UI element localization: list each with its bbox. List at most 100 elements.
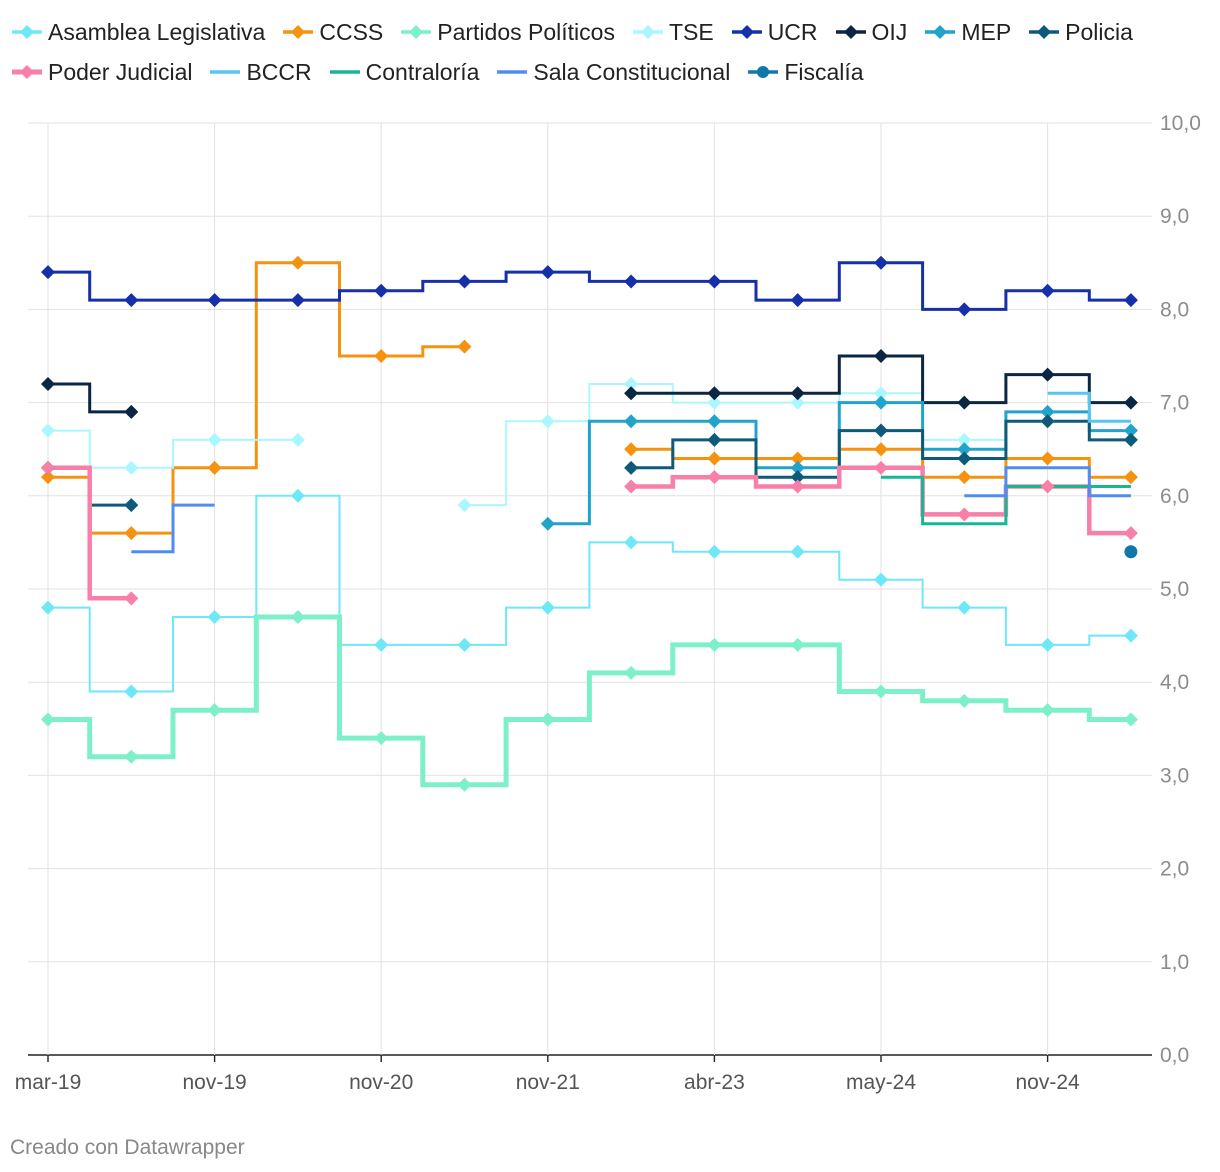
marker-partidos-politicos (790, 637, 805, 652)
step-line-chart: 0,0 1,0 2,0 3,0 4,0 5,0 6,0 7,0 8,0 9,0 10,0 mar-1… (15, 112, 1201, 1094)
marker-ccss (290, 255, 305, 270)
marker-partidos-politicos (41, 712, 55, 727)
legend-label: Asamblea Legislativa (48, 18, 266, 45)
y-tick-label: 0,0 (1160, 1044, 1189, 1067)
legend-label: CCSS (319, 18, 384, 45)
marker-tse (41, 423, 55, 438)
y-tick-label: 9,0 (1160, 205, 1189, 228)
marker-poder-judicial (957, 507, 972, 522)
marker-asamblea-legislativa (707, 544, 722, 559)
marker-tse (290, 432, 305, 447)
marker-poder-judicial (124, 591, 139, 606)
x-tick-label: nov-21 (516, 1071, 580, 1094)
legend-label: UCR (767, 18, 818, 45)
legend-swatch-asamblea-legislativa (12, 25, 42, 39)
marker-ccss (624, 442, 639, 457)
legend-item-oij: OIJ (834, 18, 908, 46)
marker-policia (124, 498, 139, 513)
legend-label: TSE (668, 18, 714, 45)
marker-policia (624, 460, 639, 475)
legend-item-poder-judicial: Poder Judicial (10, 59, 192, 86)
marker-asamblea-legislativa (374, 637, 389, 652)
marker-poder-judicial (790, 479, 805, 494)
marker-ccss (707, 451, 722, 466)
marker-tse (457, 498, 472, 513)
marker-partidos-politicos (207, 703, 222, 718)
marker-ucr (707, 274, 722, 289)
marker-oij (790, 386, 805, 401)
legend-swatch-oij (835, 25, 866, 39)
y-tick-label: 10,0 (1160, 112, 1201, 135)
marker-policia (1123, 432, 1138, 447)
legend-label: OIJ (871, 18, 908, 45)
marker-ucr (957, 302, 972, 317)
marker-oij (124, 404, 139, 419)
marker-asamblea-legislativa (790, 544, 805, 559)
x-tick-label: mar-19 (15, 1071, 82, 1094)
marker-mep (957, 442, 972, 457)
legend-label: Poder Judicial (48, 58, 193, 85)
marker-ucr (790, 293, 805, 308)
marker-poder-judicial (41, 460, 55, 475)
marker-poder-judicial (624, 479, 639, 494)
marker-ccss (1123, 470, 1138, 485)
marker-ucr (540, 265, 555, 280)
legend-item-ucr: UCR (730, 19, 818, 46)
marker-asamblea-legislativa (624, 535, 639, 550)
marker-partidos-politicos (290, 609, 305, 624)
x-tick-label: nov-20 (349, 1071, 413, 1094)
series-line-ucr (48, 261, 1131, 311)
legend-label: Fiscalía (784, 58, 864, 85)
series-line-oij (48, 354, 1131, 414)
marker-oij (874, 349, 888, 363)
series-line-sala-constitucional (131, 466, 1131, 554)
marker-ccss (41, 470, 55, 485)
marker-policia (707, 432, 722, 447)
marker-mep (707, 414, 722, 429)
marker-asamblea-legislativa (957, 600, 972, 615)
marker-asamblea-legislativa (1040, 637, 1055, 652)
marker-ucr (457, 274, 472, 289)
legend-item-mep: MEP (923, 19, 1011, 46)
marker-tse (790, 395, 805, 410)
legend-label: Sala Constitucional (533, 58, 731, 85)
marker-ucr (1123, 293, 1138, 308)
legend-swatch-sala-constitucional (497, 70, 528, 74)
marker-tse (207, 432, 222, 447)
marker-mep (624, 414, 639, 429)
marker-poder-judicial (1040, 479, 1055, 494)
legend-item-bccr: BCCR (208, 58, 312, 86)
marker-ucr (124, 293, 139, 308)
credit-text: Creado con Datawrapper (10, 1136, 245, 1159)
marker-poder-judicial (874, 460, 888, 475)
marker-ccss (457, 339, 472, 354)
legend-item-partidos-politicos: Partidos Políticos (399, 19, 615, 46)
marker-ucr (874, 255, 888, 270)
y-tick-label: 3,0 (1160, 764, 1189, 787)
legend-item-tse: TSE (631, 19, 714, 46)
marker-oij (1123, 395, 1138, 410)
legend-item-asamblea-legislativa: Asamblea Legislativa (10, 19, 265, 46)
marker-partidos-politicos (874, 684, 888, 699)
marker-asamblea-legislativa (207, 609, 222, 624)
marker-oij (41, 376, 55, 391)
legend-item-sala-constitucional: Sala Constitucional (495, 59, 730, 86)
marker-mep (790, 460, 805, 475)
x-axis: mar-19 nov-19 nov-20 nov-21 abr-23 may-24 nov-… (15, 1055, 1080, 1094)
series-line-partidos-politicos (48, 614, 1131, 788)
y-tick-label: 5,0 (1160, 578, 1189, 601)
marker-policia (874, 423, 888, 438)
legend-label: BCCR (246, 58, 312, 85)
legend-label: Policia (1065, 18, 1133, 45)
legend-swatch-policia (1029, 25, 1060, 39)
marker-ccss (1040, 451, 1055, 466)
y-tick-label: 7,0 (1160, 392, 1189, 415)
marker-mep (540, 516, 555, 531)
marker-oij (957, 395, 972, 410)
marker-partidos-politicos (624, 665, 639, 680)
y-tick-label: 8,0 (1160, 298, 1189, 321)
marker-ccss (207, 460, 222, 475)
marker-tse (540, 414, 555, 429)
x-tick-label: abr-23 (684, 1071, 745, 1094)
series-line-asamblea-legislativa (48, 494, 1131, 693)
